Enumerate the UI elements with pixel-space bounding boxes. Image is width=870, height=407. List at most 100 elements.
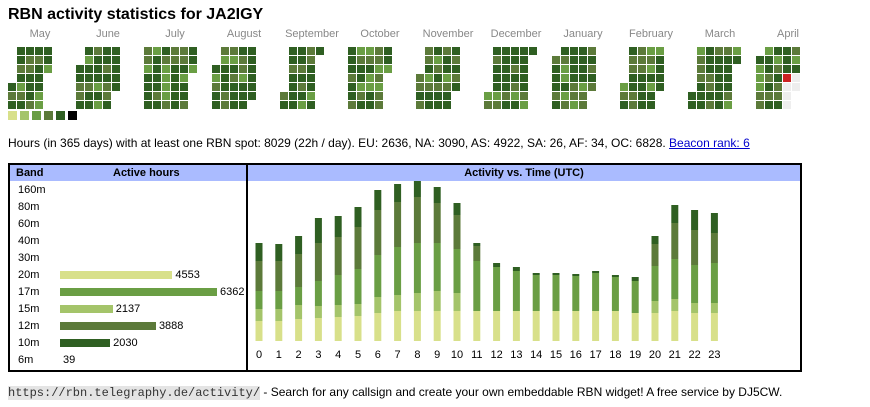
day-cell [511, 83, 519, 91]
x-tick-label: 10 [451, 349, 463, 361]
bar-segment-20m-hour-23 [711, 313, 718, 341]
bar-segment-20m-hour-8 [414, 311, 421, 341]
day-cell [715, 74, 723, 82]
day-cell [298, 65, 306, 73]
day-cell [620, 101, 628, 109]
bar-segment-12m-hour-23 [711, 233, 718, 263]
day-cell [171, 65, 179, 73]
bar-segment-15m-hour-21 [671, 299, 678, 311]
legend-swatch-6 [68, 111, 77, 120]
day-cell [706, 65, 714, 73]
day-cell [221, 56, 229, 64]
day-cell [289, 101, 297, 109]
bar-segment-17m-hour-19 [632, 281, 639, 313]
x-tick-label: 14 [530, 349, 542, 361]
day-cell [280, 92, 288, 100]
day-cell [783, 56, 791, 64]
day-cell [520, 83, 528, 91]
day-cell [529, 47, 537, 55]
bar-segment-17m-hour-13 [513, 271, 520, 311]
day-cell [384, 56, 392, 64]
bar-segment-10m-hour-21 [671, 205, 678, 223]
day-cell [588, 74, 596, 82]
day-cell [443, 101, 451, 109]
day-cell [434, 47, 442, 55]
day-cell [357, 74, 365, 82]
day-cell [697, 92, 705, 100]
day-cell [103, 47, 111, 55]
x-tick-label: 13 [510, 349, 522, 361]
day-cell [230, 74, 238, 82]
day-cell [298, 92, 306, 100]
day-cell [85, 56, 93, 64]
day-cell [588, 47, 596, 55]
day-cell [239, 47, 247, 55]
day-cell [348, 83, 356, 91]
day-cell [688, 92, 696, 100]
bar-segment-17m-hour-3 [315, 281, 322, 306]
day-cell [638, 56, 646, 64]
x-tick-label: 22 [688, 349, 700, 361]
day-cell [552, 92, 560, 100]
day-cell [697, 47, 705, 55]
day-cell [375, 47, 383, 55]
x-tick-label: 8 [414, 349, 420, 361]
day-cell [307, 74, 315, 82]
day-cell [35, 56, 43, 64]
day-cell [298, 83, 306, 91]
bar-segment-17m-hour-18 [612, 277, 619, 311]
day-cell [103, 56, 111, 64]
day-cell [570, 92, 578, 100]
x-tick-label: 11 [471, 349, 482, 361]
day-cell [44, 56, 52, 64]
x-tick-label: 17 [589, 349, 601, 361]
day-cell [724, 83, 732, 91]
day-cell [561, 74, 569, 82]
day-cell [697, 56, 705, 64]
day-cell [248, 83, 256, 91]
beacon-rank-link[interactable]: Beacon rank: 6 [669, 136, 750, 150]
day-cell [17, 74, 25, 82]
day-cell [733, 56, 741, 64]
day-cell [162, 56, 170, 64]
bar-segment-15m-hour-8 [414, 293, 421, 311]
day-cell [792, 65, 800, 73]
day-cell [434, 65, 442, 73]
bar-segment-17m-hour-4 [335, 275, 342, 305]
day-cell [511, 65, 519, 73]
day-cell [307, 65, 315, 73]
day-cell [774, 83, 782, 91]
bar-segment-17m-hour-16 [572, 276, 579, 311]
bar-segment-10m-hour-2 [295, 236, 302, 254]
day-cell [35, 65, 43, 73]
bar-segment-15m-hour-3 [315, 306, 322, 318]
day-cell [416, 74, 424, 82]
day-cell [733, 47, 741, 55]
day-cell [307, 83, 315, 91]
day-cell [76, 83, 84, 91]
bar-segment-15m-hour-20 [652, 301, 659, 313]
footer-url[interactable]: https://rbn.telegraphy.de/activity/ [8, 386, 260, 400]
day-cell [348, 56, 356, 64]
day-cell [153, 65, 161, 73]
day-cell [774, 65, 782, 73]
summary-line: Hours (in 365 days) with at least one RB… [8, 136, 750, 150]
band-name: 160m [18, 184, 46, 196]
band-row-60m: 60m [10, 216, 246, 233]
day-cell [570, 83, 578, 91]
day-cell [212, 83, 220, 91]
bar-segment-10m-hour-5 [355, 207, 362, 227]
day-cell [153, 56, 161, 64]
band-hours-value: 6362 [220, 286, 244, 298]
day-cell [180, 92, 188, 100]
bar-segment-17m-hour-14 [533, 275, 540, 311]
x-tick-label: 4 [335, 349, 341, 361]
day-cell [756, 83, 764, 91]
day-cell [26, 83, 34, 91]
day-cell [221, 74, 229, 82]
day-cell [35, 101, 43, 109]
summary-text: Hours (in 365 days) with at least one RB… [8, 136, 666, 150]
day-cell [26, 65, 34, 73]
day-cell [416, 92, 424, 100]
day-cell [715, 83, 723, 91]
